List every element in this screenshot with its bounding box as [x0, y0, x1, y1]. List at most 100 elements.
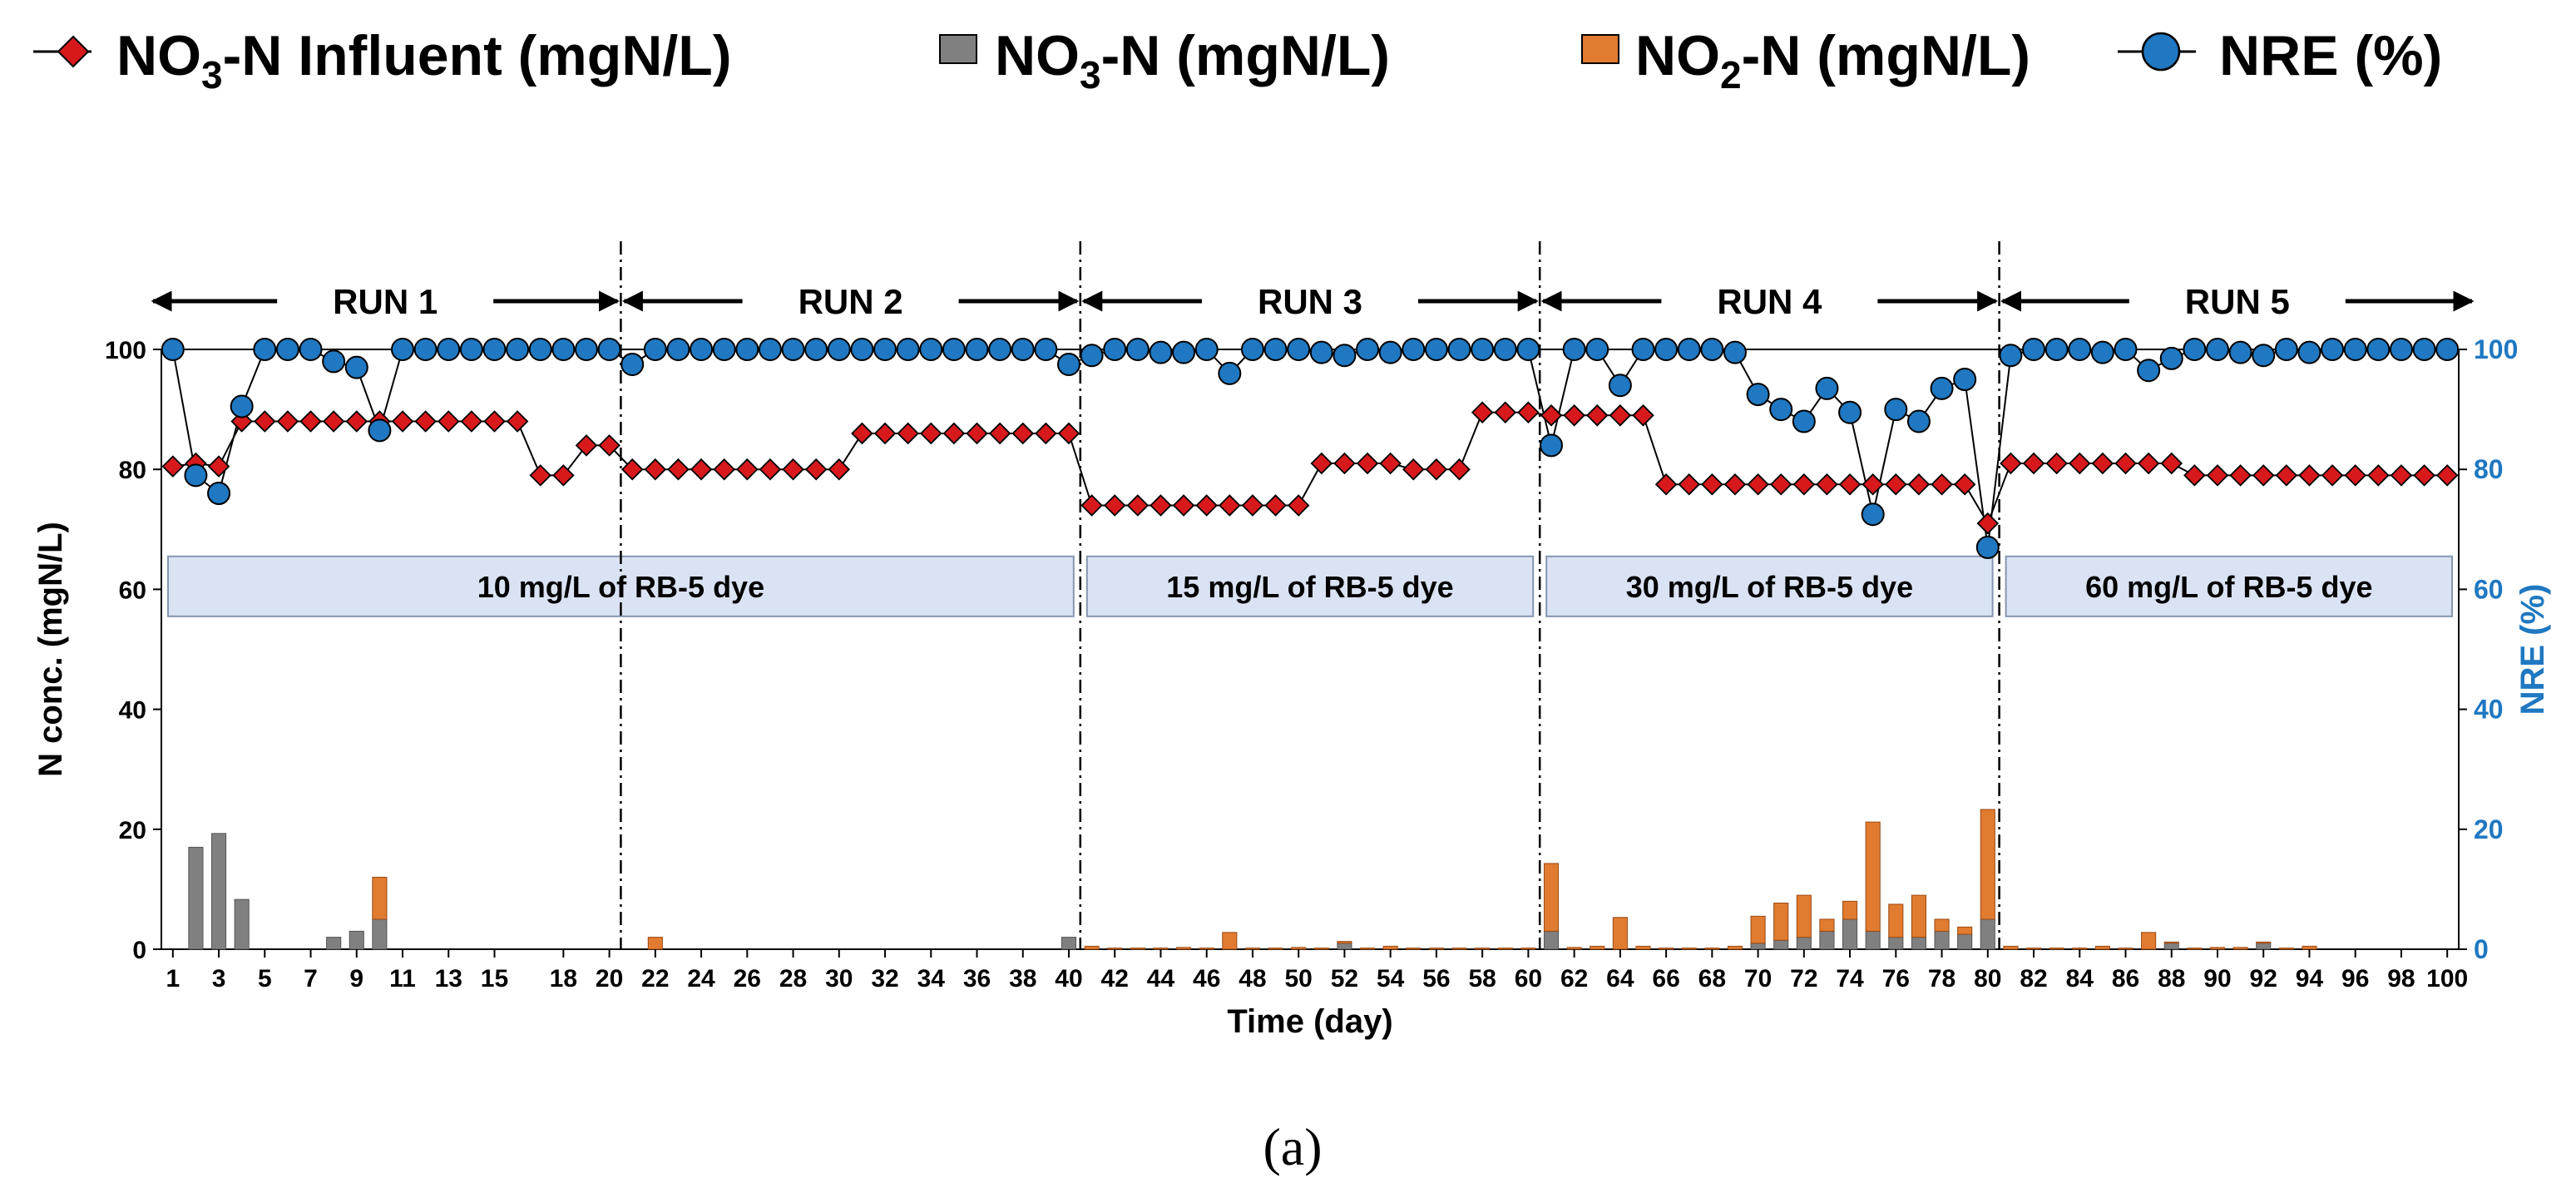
nre-point — [275, 338, 299, 361]
nre-point — [621, 353, 645, 377]
right-axis-title: NRE (%) — [2514, 584, 2551, 715]
nre-point — [184, 463, 208, 488]
nre-point — [643, 338, 667, 361]
influent-point — [897, 422, 919, 445]
dye-band-label: 30 mg/L of RB-5 dye — [1626, 570, 1913, 604]
influent-point — [1540, 404, 1563, 427]
nre-point — [1516, 338, 1540, 361]
x-tick-label: 82 — [2020, 965, 2047, 992]
no2-bar — [2302, 945, 2317, 950]
no2-bar — [2278, 948, 2294, 950]
left-tick-label: 0 — [132, 937, 146, 964]
left-tick-label: 100 — [105, 337, 146, 364]
nre-point — [207, 482, 231, 506]
x-tick-label: 68 — [1698, 965, 1726, 992]
no3-bar — [1980, 918, 1995, 950]
dye-band-label: 15 mg/L of RB-5 dye — [1166, 570, 1453, 604]
right-tick-label: 100 — [2474, 334, 2518, 364]
nre-point — [1103, 338, 1127, 361]
influent-point — [2068, 452, 2091, 475]
nre-point — [804, 338, 828, 361]
influent-point — [1747, 473, 1769, 496]
no3-bar — [2163, 943, 2179, 950]
no2-bar — [2072, 948, 2088, 950]
x-tick-label: 84 — [2066, 965, 2094, 992]
influent-point — [1838, 473, 1862, 496]
influent-point — [1080, 494, 1103, 517]
x-tick-label: 30 — [825, 965, 853, 992]
influent-point — [1769, 473, 1792, 496]
no2-bar — [1704, 948, 1720, 950]
no2-bar — [1130, 948, 1145, 950]
no2-bar — [1291, 947, 1307, 950]
influent-point — [621, 458, 644, 481]
no2-bar — [2118, 948, 2133, 950]
influent-point — [1333, 452, 1356, 475]
x-tick-label: 96 — [2341, 965, 2369, 992]
influent-point — [2298, 464, 2321, 487]
no3-bar — [326, 937, 342, 950]
influent-point — [690, 458, 713, 481]
x-tick-label: 5 — [258, 965, 272, 992]
influent-point — [414, 410, 437, 433]
nre-point — [1562, 338, 1586, 361]
influent-point — [1035, 422, 1057, 445]
nre-line — [171, 348, 2448, 548]
influent-point — [1471, 401, 1494, 423]
x-tick-label: 98 — [2387, 965, 2415, 992]
influent-line — [172, 411, 2448, 526]
influent-point — [1862, 473, 1884, 496]
nre-point — [1930, 376, 1954, 400]
x-tick-label: 66 — [1652, 965, 1679, 992]
x-tick-label: 44 — [1147, 965, 1175, 992]
x-tick-label: 7 — [304, 965, 318, 992]
no3-bar — [188, 846, 204, 950]
nre-point — [161, 338, 185, 361]
nre-point — [850, 338, 874, 361]
nre-point — [1125, 338, 1150, 361]
x-tick-label: 11 — [389, 965, 416, 992]
no2-bar — [1520, 948, 1536, 950]
nre-point — [1723, 340, 1747, 364]
nre-point — [666, 338, 690, 361]
left-axis-title: N conc. (mgN/L) — [32, 522, 69, 777]
no3-bar — [1911, 937, 1926, 950]
x-tick-label: 32 — [871, 965, 898, 992]
no2-bar — [1842, 900, 1858, 920]
no2-bar — [1819, 918, 1835, 932]
nre-point — [413, 338, 438, 361]
no2-bar — [1475, 948, 1491, 950]
nre-point — [1447, 338, 1471, 361]
nre-point — [2435, 338, 2460, 361]
nre-point — [896, 338, 920, 361]
nre-point — [322, 349, 346, 374]
influent-point — [1931, 473, 1953, 496]
influent-point — [1609, 404, 1632, 427]
no3-bar — [1337, 943, 1352, 950]
dye-band — [1545, 555, 1994, 617]
nre-point — [1172, 340, 1196, 364]
left-tick-label: 40 — [119, 697, 146, 725]
influent-point — [2367, 464, 2390, 487]
left-tick-label: 60 — [119, 577, 146, 604]
influent-point — [1953, 473, 1976, 496]
influent-point — [529, 464, 552, 487]
run-arrows: RUN 1 RUN 2 RUN 3 RUN 4 RUN 5 — [151, 282, 2475, 321]
nre-point — [2412, 338, 2436, 361]
nre-point — [2252, 344, 2276, 368]
nre-point — [1034, 338, 1058, 361]
nre-point — [1011, 338, 1035, 361]
no3-bar — [372, 918, 388, 950]
x-tick-label: 26 — [734, 965, 761, 992]
influent-point — [2206, 464, 2229, 487]
figure-caption: (a) — [1263, 1117, 1322, 1176]
nre-point — [1769, 398, 1793, 422]
nre-point — [1631, 338, 1655, 361]
no2-bar — [1176, 947, 1192, 950]
left-tick-label: 20 — [119, 817, 146, 844]
x-tick-label: 52 — [1331, 965, 1358, 992]
series-lines — [161, 338, 2460, 559]
nre-point — [2366, 338, 2391, 361]
influent-point — [2091, 452, 2114, 475]
influent-point — [1654, 473, 1678, 496]
